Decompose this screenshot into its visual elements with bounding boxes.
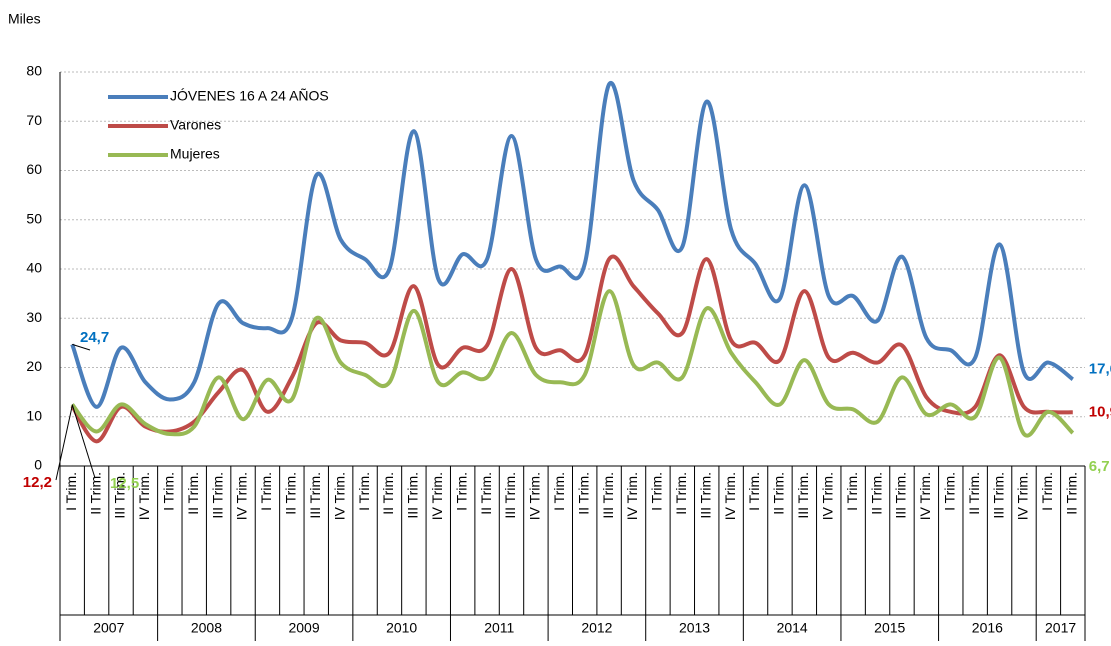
value-label: 17,6 xyxy=(1089,360,1111,377)
year-label: 2017 xyxy=(1045,620,1076,636)
x-tick-label: IV Trim. xyxy=(1015,472,1031,520)
x-tick-label: III Trim. xyxy=(893,472,909,519)
x-tick-label: IV Trim. xyxy=(234,472,250,520)
x-tick-label: II Trim. xyxy=(283,472,299,515)
x-tick-label: IV Trim. xyxy=(624,472,640,520)
y-tick-label: 10 xyxy=(26,407,42,423)
x-tick-label: IV Trim. xyxy=(331,472,347,520)
value-label: 12,5 xyxy=(110,475,139,492)
y-tick-label: 0 xyxy=(34,457,42,473)
x-tick-label: IV Trim. xyxy=(136,472,152,520)
y-tick-label: 80 xyxy=(26,63,42,79)
x-tick-label: II Trim. xyxy=(966,472,982,515)
legend-label: JÓVENES 16 A 24 AÑOS xyxy=(170,88,329,104)
x-tick-label: III Trim. xyxy=(307,472,323,519)
x-tick-label: I Trim. xyxy=(844,472,860,511)
series-line xyxy=(70,254,1073,444)
x-tick-label: II Trim. xyxy=(185,472,201,515)
x-tick-label: II Trim. xyxy=(1064,472,1080,515)
value-label: 12,2 xyxy=(23,474,52,491)
x-tick-label: IV Trim. xyxy=(917,472,933,520)
x-tick-label: I Trim. xyxy=(356,472,372,511)
year-label: 2016 xyxy=(972,620,1003,636)
year-label: 2011 xyxy=(484,620,514,636)
x-tick-label: I Trim. xyxy=(453,472,469,511)
x-tick-label: I Trim. xyxy=(551,472,567,511)
y-tick-label: 70 xyxy=(26,112,42,128)
value-label: 24,7 xyxy=(80,329,109,346)
x-tick-label: IV Trim. xyxy=(722,472,738,520)
x-tick-label: II Trim. xyxy=(87,472,103,515)
year-label: 2015 xyxy=(874,620,905,636)
value-label: 6,7 xyxy=(1089,458,1110,475)
year-label: 2013 xyxy=(679,620,710,636)
x-tick-label: III Trim. xyxy=(600,472,616,519)
x-tick-label: II Trim. xyxy=(478,472,494,515)
x-tick-label: II Trim. xyxy=(673,472,689,515)
y-tick-label: 50 xyxy=(26,210,42,226)
x-tick-label: I Trim. xyxy=(746,472,762,511)
year-label: 2010 xyxy=(386,620,417,636)
x-tick-label: I Trim. xyxy=(258,472,274,511)
y-tick-label: 30 xyxy=(26,309,42,325)
x-tick-label: III Trim. xyxy=(405,472,421,519)
y-tick-label: 40 xyxy=(26,260,42,276)
x-tick-label: I Trim. xyxy=(63,472,79,511)
x-tick-label: III Trim. xyxy=(697,472,713,519)
x-tick-label: II Trim. xyxy=(380,472,396,515)
x-tick-label: III Trim. xyxy=(112,472,128,519)
x-tick-label: IV Trim. xyxy=(819,472,835,520)
x-tick-label: II Trim. xyxy=(575,472,591,515)
x-tick-label: I Trim. xyxy=(649,472,665,511)
x-tick-label: I Trim. xyxy=(941,472,957,511)
leader-line xyxy=(72,343,91,351)
series-line xyxy=(70,80,1075,409)
year-label: 2007 xyxy=(93,620,124,636)
leader-line xyxy=(55,405,73,481)
x-tick-label: III Trim. xyxy=(795,472,811,519)
y-tick-label: 60 xyxy=(26,161,42,177)
value-label: 10,9 xyxy=(1089,403,1111,420)
legend-label: Varones xyxy=(170,117,221,133)
y-tick-label: 20 xyxy=(26,358,42,374)
y-axis-unit: Miles xyxy=(8,11,41,27)
x-tick-label: II Trim. xyxy=(771,472,787,515)
year-label: 2014 xyxy=(777,620,808,636)
x-tick-label: I Trim. xyxy=(1039,472,1055,511)
x-tick-label: I Trim. xyxy=(161,472,177,511)
year-label: 2009 xyxy=(288,620,319,636)
leader-line xyxy=(71,404,96,479)
x-tick-label: IV Trim. xyxy=(527,472,543,520)
x-tick-label: III Trim. xyxy=(502,472,518,519)
x-tick-label: III Trim. xyxy=(209,472,225,519)
series-line xyxy=(70,289,1075,438)
x-tick-label: III Trim. xyxy=(990,472,1006,519)
legend-label: Mujeres xyxy=(170,146,220,162)
year-label: 2008 xyxy=(191,620,222,636)
x-tick-label: IV Trim. xyxy=(429,472,445,520)
x-tick-label: II Trim. xyxy=(868,472,884,515)
year-label: 2012 xyxy=(581,620,612,636)
